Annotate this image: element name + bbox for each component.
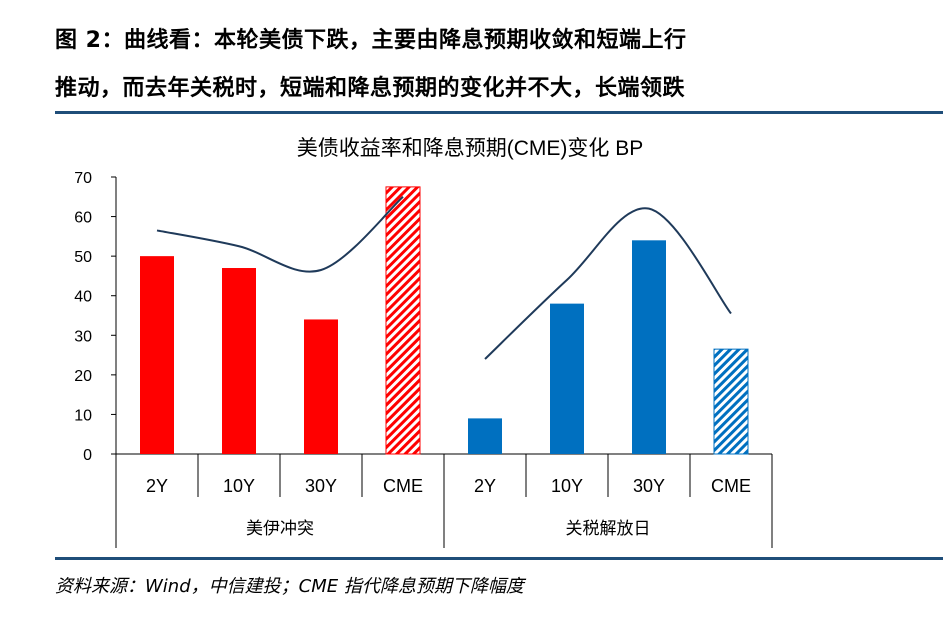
bar-group2-2y <box>468 418 502 454</box>
bar-group1-30y <box>304 319 338 454</box>
figure-title-line-2: 推动，而去年关税时，短端和降息预期的变化并不大，长端领跌 <box>55 76 686 101</box>
y-tick-label: 40 <box>74 289 92 306</box>
y-tick-label: 10 <box>74 407 92 424</box>
bottom-divider <box>55 557 943 560</box>
x-category-label: CME <box>711 476 751 496</box>
bar-group1-cme <box>385 186 421 455</box>
bar-group2-30y <box>632 240 666 454</box>
x-category-label: 30Y <box>633 476 665 496</box>
y-tick-label: 30 <box>74 328 92 345</box>
y-tick-label: 70 <box>74 170 92 187</box>
yield-curve-line-group1 <box>156 196 404 273</box>
source-note: 资料来源：Wind，中信建投；CME 指代降息预期下降幅度 <box>55 576 524 597</box>
top-divider <box>55 111 943 114</box>
figure-title-line-1: 图 2：曲线看：本轮美债下跌，主要由降息预期收敛和短端上行 <box>55 28 687 53</box>
x-category-label: 2Y <box>474 476 496 496</box>
x-category-label: 2Y <box>146 476 168 496</box>
bar-group1-2y <box>140 256 174 454</box>
x-category-label: CME <box>383 476 423 496</box>
y-tick-label: 50 <box>74 249 92 266</box>
bar-group2-cme <box>713 348 749 455</box>
bar-group1-10y <box>222 268 256 454</box>
x-category-label: 30Y <box>305 476 337 496</box>
x-category-label: 10Y <box>551 476 583 496</box>
x-category-label: 10Y <box>223 476 255 496</box>
yield-curve-line-group2 <box>484 207 732 360</box>
y-tick-label: 0 <box>83 447 92 464</box>
x-group-label: 美伊冲突 <box>246 519 314 538</box>
chart-area: 美债收益率和降息预期(CME)变化 BP 0 10 20 30 40 50 60 70 2Y 1… <box>74 137 773 548</box>
chart-title: 美债收益率和降息预期(CME)变化 BP <box>297 137 644 160</box>
x-group-label: 关税解放日 <box>566 519 651 538</box>
y-tick-label: 20 <box>74 368 92 385</box>
bar-group2-10y <box>550 303 584 454</box>
y-tick-label: 60 <box>74 210 92 227</box>
